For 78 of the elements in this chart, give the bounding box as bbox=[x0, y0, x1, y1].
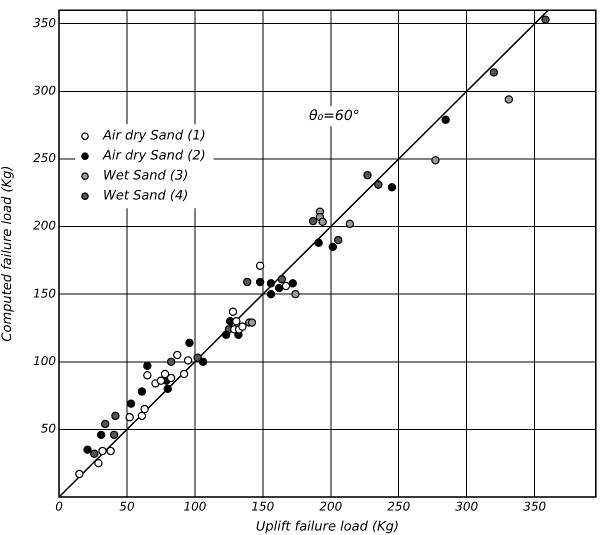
point bbox=[388, 183, 396, 192]
point bbox=[266, 290, 276, 298]
point bbox=[334, 236, 342, 244]
x-tick-label: 250 bbox=[387, 499, 411, 514]
point bbox=[222, 330, 230, 339]
point bbox=[328, 242, 338, 252]
point bbox=[140, 404, 149, 414]
point bbox=[193, 354, 202, 362]
y-tick-label: 100 bbox=[33, 354, 56, 368]
point bbox=[266, 279, 276, 288]
point bbox=[291, 290, 300, 298]
point bbox=[278, 275, 286, 284]
point bbox=[125, 413, 134, 422]
legend-label: Wet Sand (3) bbox=[103, 168, 188, 184]
point bbox=[75, 470, 84, 478]
point bbox=[314, 238, 323, 247]
point bbox=[274, 284, 284, 292]
point bbox=[138, 387, 146, 396]
point bbox=[243, 278, 252, 286]
point bbox=[232, 317, 241, 326]
point bbox=[166, 374, 176, 382]
y-tick-label: 300 bbox=[33, 83, 56, 98]
point bbox=[441, 116, 450, 124]
point bbox=[308, 216, 318, 226]
point bbox=[288, 279, 297, 288]
point bbox=[111, 412, 120, 420]
point bbox=[374, 180, 383, 189]
x-axis-title: Uplift failure load (Kg) bbox=[256, 520, 399, 535]
point bbox=[110, 430, 118, 439]
y-tick-label: 250 bbox=[33, 151, 56, 166]
point bbox=[256, 262, 264, 270]
point bbox=[83, 445, 92, 454]
point bbox=[160, 370, 170, 378]
point bbox=[143, 362, 152, 370]
x-tick-label: 150 bbox=[251, 499, 275, 514]
point bbox=[166, 358, 176, 366]
point bbox=[228, 308, 238, 316]
x-tick-label: 200 bbox=[319, 499, 343, 514]
point bbox=[541, 15, 550, 24]
x-tick-label: 50 bbox=[119, 499, 135, 514]
x-tick-label: 100 bbox=[183, 499, 207, 514]
point bbox=[173, 350, 182, 360]
y-tick-label: 200 bbox=[33, 218, 56, 233]
point bbox=[282, 282, 290, 290]
point bbox=[96, 430, 106, 439]
point bbox=[431, 156, 440, 164]
legend-label: Air dry Sand (2) bbox=[102, 148, 206, 164]
legend-label: Air dry Sand (1) bbox=[102, 128, 206, 144]
y-tick-label: 350 bbox=[33, 16, 56, 30]
point bbox=[504, 95, 514, 104]
point bbox=[180, 370, 188, 378]
point bbox=[248, 318, 256, 327]
x-tick-label: 0 bbox=[55, 499, 64, 514]
point bbox=[126, 399, 136, 408]
y-axis-title: Computed failure load (Kg) bbox=[0, 166, 16, 342]
point bbox=[106, 446, 115, 456]
legend-label: Wet Sand (4) bbox=[103, 188, 188, 204]
point bbox=[198, 358, 208, 366]
point bbox=[101, 420, 110, 428]
x-tick-label: 300 bbox=[455, 499, 479, 514]
annotation: θ₀=60° bbox=[309, 108, 360, 124]
x-tick-label: 350 bbox=[523, 499, 546, 514]
point bbox=[346, 220, 354, 228]
point bbox=[185, 338, 194, 348]
point bbox=[98, 446, 107, 456]
point bbox=[363, 170, 372, 180]
y-tick-label: 50 bbox=[40, 422, 56, 436]
point bbox=[256, 278, 264, 286]
point bbox=[138, 412, 146, 420]
point bbox=[143, 371, 152, 380]
point bbox=[90, 450, 99, 458]
point bbox=[184, 356, 192, 365]
point bbox=[318, 218, 327, 226]
point bbox=[94, 458, 103, 468]
y-tick-label: 150 bbox=[33, 286, 56, 300]
point bbox=[164, 384, 172, 394]
point bbox=[238, 322, 247, 331]
point bbox=[490, 68, 498, 77]
